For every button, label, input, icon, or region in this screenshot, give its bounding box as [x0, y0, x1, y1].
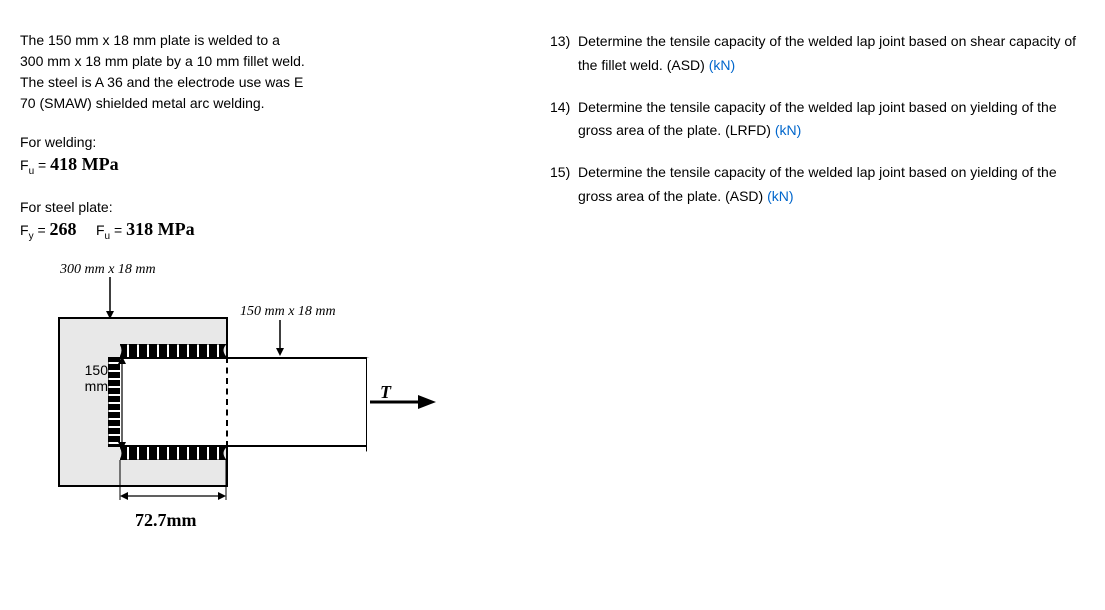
question-13: 13) Determine the tensile capacity of th… — [550, 30, 1080, 78]
dim-bottom-label: 72.7mm — [135, 510, 197, 531]
left-column: The 150 mm x 18 mm plate is welded to a … — [20, 30, 440, 552]
q13-number: 13) — [550, 30, 578, 78]
question-15: 15) Determine the tensile capacity of th… — [550, 161, 1080, 209]
force-arrow — [368, 392, 438, 412]
fu-prefix: F — [20, 157, 29, 173]
dim-bottom-arrows — [118, 460, 230, 510]
q13-text: Determine the tensile capacity of the we… — [578, 30, 1080, 78]
fy-eq: = — [34, 222, 50, 238]
welding-fu: Fu = 418 MPa — [20, 154, 440, 177]
right-column: 13) Determine the tensile capacity of th… — [550, 30, 1080, 227]
steel-values: Fy = 268 Fu = 318 MPa — [20, 219, 440, 242]
question-14: 14) Determine the tensile capacity of th… — [550, 96, 1080, 144]
arrow-300-pointer — [100, 277, 120, 322]
q14-body: Determine the tensile capacity of the we… — [578, 99, 1057, 139]
steel-label: For steel plate: — [20, 199, 440, 215]
weld-top — [120, 344, 226, 357]
welding-label: For welding: — [20, 134, 440, 150]
q14-unit: (kN) — [775, 122, 801, 138]
fy-prefix: F — [20, 222, 29, 238]
dim-150-arrows — [116, 354, 128, 452]
dim-150-mm: mm — [68, 378, 108, 394]
arrow-150-pointer — [270, 320, 290, 360]
q15-text: Determine the tensile capacity of the we… — [578, 161, 1080, 209]
steel-fu-value: 318 MPa — [126, 219, 194, 239]
q14-text: Determine the tensile capacity of the we… — [578, 96, 1080, 144]
fu-value: 418 MPa — [50, 154, 118, 174]
intro-text: The 150 mm x 18 mm plate is welded to a … — [20, 30, 440, 114]
intro-line4: 70 (SMAW) shielded metal arc welding. — [20, 93, 440, 114]
plate-hidden-edge — [226, 357, 228, 447]
label-300mm: 300 mm x 18 mm — [60, 262, 156, 278]
lap-joint-diagram: 300 mm x 18 mm 150 mm x 18 mm — [20, 262, 440, 552]
q15-unit: (kN) — [767, 188, 793, 204]
fy-value: 268 — [50, 219, 77, 239]
dim-150-label: 150 mm — [68, 362, 108, 394]
q13-unit: (kN) — [709, 57, 735, 73]
steel-fu-prefix: F — [96, 222, 105, 238]
intro-line2: 300 mm x 18 mm plate by a 10 mm fillet w… — [20, 51, 440, 72]
intro-line1: The 150 mm x 18 mm plate is welded to a — [20, 30, 440, 51]
q15-body: Determine the tensile capacity of the we… — [578, 164, 1057, 204]
intro-line3: The steel is A 36 and the electrode use … — [20, 72, 440, 93]
narrow-plate-150 — [120, 357, 370, 447]
dim-150-num: 150 — [68, 362, 108, 378]
q13-body: Determine the tensile capacity of the we… — [578, 33, 1076, 73]
steel-fu-eq: = — [110, 222, 126, 238]
q14-number: 14) — [550, 96, 578, 144]
q15-number: 15) — [550, 161, 578, 209]
weld-bottom — [120, 447, 226, 460]
label-150mm-top: 150 mm x 18 mm — [240, 304, 336, 320]
fu-eq: = — [34, 157, 50, 173]
